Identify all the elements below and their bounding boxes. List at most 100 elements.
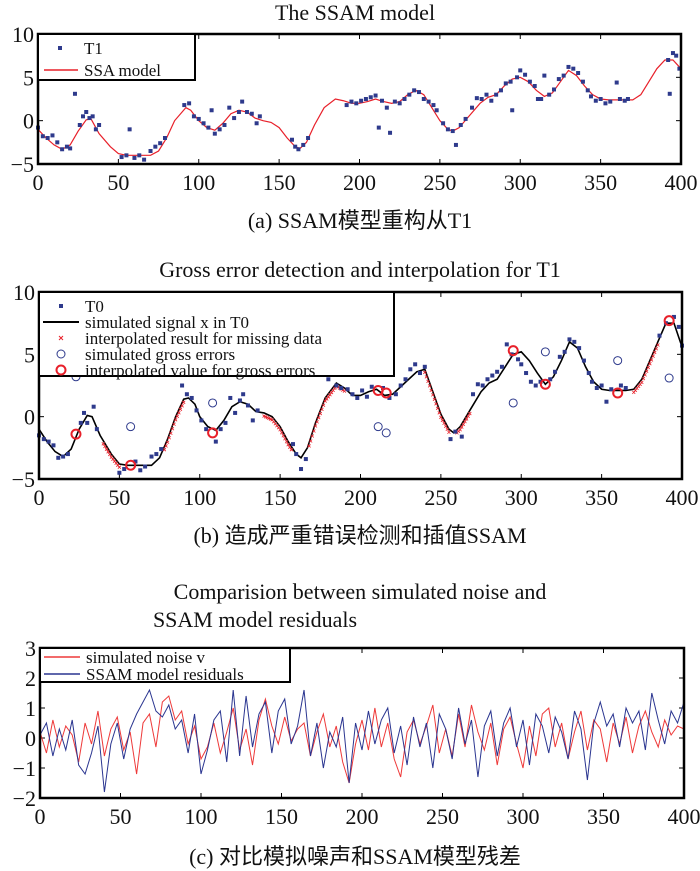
data-point bbox=[402, 97, 407, 101]
data-point bbox=[667, 91, 672, 96]
data-point bbox=[254, 121, 259, 126]
interpolated-missing-mark bbox=[164, 444, 168, 448]
data-point bbox=[441, 121, 446, 126]
data-point bbox=[58, 46, 62, 50]
data-point bbox=[585, 88, 590, 93]
data-point bbox=[489, 98, 494, 103]
data-point bbox=[380, 98, 385, 103]
x-tick-label: 250 bbox=[424, 485, 457, 510]
data-point bbox=[334, 383, 339, 388]
interpolated-missing-mark bbox=[443, 424, 448, 429]
data-point bbox=[495, 369, 500, 374]
data-point bbox=[148, 149, 153, 153]
data-point bbox=[556, 77, 561, 82]
data-point bbox=[480, 383, 485, 388]
data-point bbox=[359, 98, 364, 103]
data-point bbox=[516, 357, 521, 362]
legend-label: interpolated result for missing data bbox=[85, 329, 322, 348]
x-tick-label: 350 bbox=[587, 804, 620, 829]
y-tick-label: 3 bbox=[25, 636, 36, 661]
data-point bbox=[474, 96, 479, 101]
data-point bbox=[387, 395, 392, 400]
ssa-model-line bbox=[37, 59, 682, 156]
data-point bbox=[137, 153, 142, 158]
data-point bbox=[504, 342, 509, 347]
y-tick-label: 2 bbox=[25, 666, 36, 691]
interpolated-missing-mark bbox=[313, 424, 318, 428]
data-point bbox=[392, 99, 397, 104]
interpolated-missing-mark bbox=[162, 447, 167, 452]
data-point bbox=[676, 324, 681, 329]
chart-c-title-line2: SSAM model residuals bbox=[153, 607, 357, 632]
data-point bbox=[548, 377, 553, 382]
chart-a-title: The SSAM model bbox=[275, 0, 435, 25]
data-point bbox=[588, 94, 593, 99]
data-point bbox=[369, 384, 374, 389]
interpolated-missing-mark bbox=[101, 442, 106, 446]
data-point bbox=[412, 88, 417, 93]
gross-error-marker bbox=[508, 398, 518, 408]
data-point bbox=[162, 136, 167, 140]
data-point bbox=[589, 379, 594, 384]
plot-frame bbox=[38, 646, 686, 800]
data-point bbox=[580, 79, 585, 84]
x-tick-label: 150 bbox=[265, 804, 298, 829]
data-point bbox=[350, 392, 355, 397]
data-point bbox=[532, 84, 537, 88]
data-point bbox=[614, 80, 619, 85]
data-point bbox=[393, 392, 398, 397]
interpolated-missing-mark bbox=[439, 415, 443, 420]
y-tick-label: 5 bbox=[24, 342, 35, 367]
data-point bbox=[586, 371, 591, 376]
data-point bbox=[91, 404, 96, 409]
data-point bbox=[237, 398, 242, 403]
y-tick-label: 5 bbox=[23, 65, 34, 90]
data-point bbox=[182, 103, 187, 108]
data-point bbox=[388, 130, 393, 135]
interpolated-missing-mark bbox=[434, 402, 438, 406]
interpolated-missing-mark bbox=[424, 375, 429, 379]
data-point bbox=[625, 97, 630, 101]
data-point bbox=[127, 127, 132, 132]
gross-error-marker bbox=[540, 347, 550, 357]
x-tick-label: 100 bbox=[183, 485, 216, 510]
interpolated-missing-mark bbox=[107, 452, 112, 457]
data-point bbox=[518, 68, 523, 73]
data-point bbox=[339, 385, 344, 390]
interpolated-missing-mark bbox=[423, 370, 427, 375]
data-point bbox=[523, 72, 528, 77]
data-point bbox=[228, 395, 233, 400]
interpolated-gross-error-marker bbox=[663, 315, 675, 327]
interpolated-missing-mark bbox=[318, 411, 323, 416]
interpolated-missing-mark bbox=[284, 439, 289, 444]
interpolated-missing-mark bbox=[289, 447, 294, 452]
data-point bbox=[524, 371, 529, 376]
data-point bbox=[657, 333, 662, 338]
interpolated-missing-mark bbox=[342, 389, 347, 393]
data-point bbox=[364, 394, 369, 399]
data-point bbox=[289, 137, 294, 142]
data-point bbox=[50, 133, 55, 138]
interpolated-gross-error-marker bbox=[125, 459, 137, 471]
interpolated-missing-mark bbox=[429, 388, 434, 393]
data-point bbox=[445, 127, 450, 132]
x-tick-label: 0 bbox=[34, 485, 45, 510]
data-point bbox=[299, 467, 304, 472]
data-point bbox=[51, 443, 56, 448]
x-tick-label: 200 bbox=[343, 170, 376, 195]
x-tick-label: 400 bbox=[666, 485, 699, 510]
data-point bbox=[56, 455, 61, 460]
data-point bbox=[408, 367, 413, 372]
y-tick-label: −1 bbox=[13, 756, 36, 781]
data-point bbox=[431, 103, 436, 108]
data-point bbox=[77, 123, 82, 127]
legend-label: T1 bbox=[84, 39, 103, 58]
data-point bbox=[421, 97, 426, 101]
data-point bbox=[618, 383, 623, 388]
data-point bbox=[403, 377, 408, 382]
data-point bbox=[623, 385, 628, 390]
legend-label: SSAM model residuals bbox=[86, 665, 244, 684]
interpolated-missing-mark bbox=[316, 415, 321, 420]
data-point bbox=[59, 304, 63, 308]
interpolated-missing-mark bbox=[286, 442, 290, 447]
